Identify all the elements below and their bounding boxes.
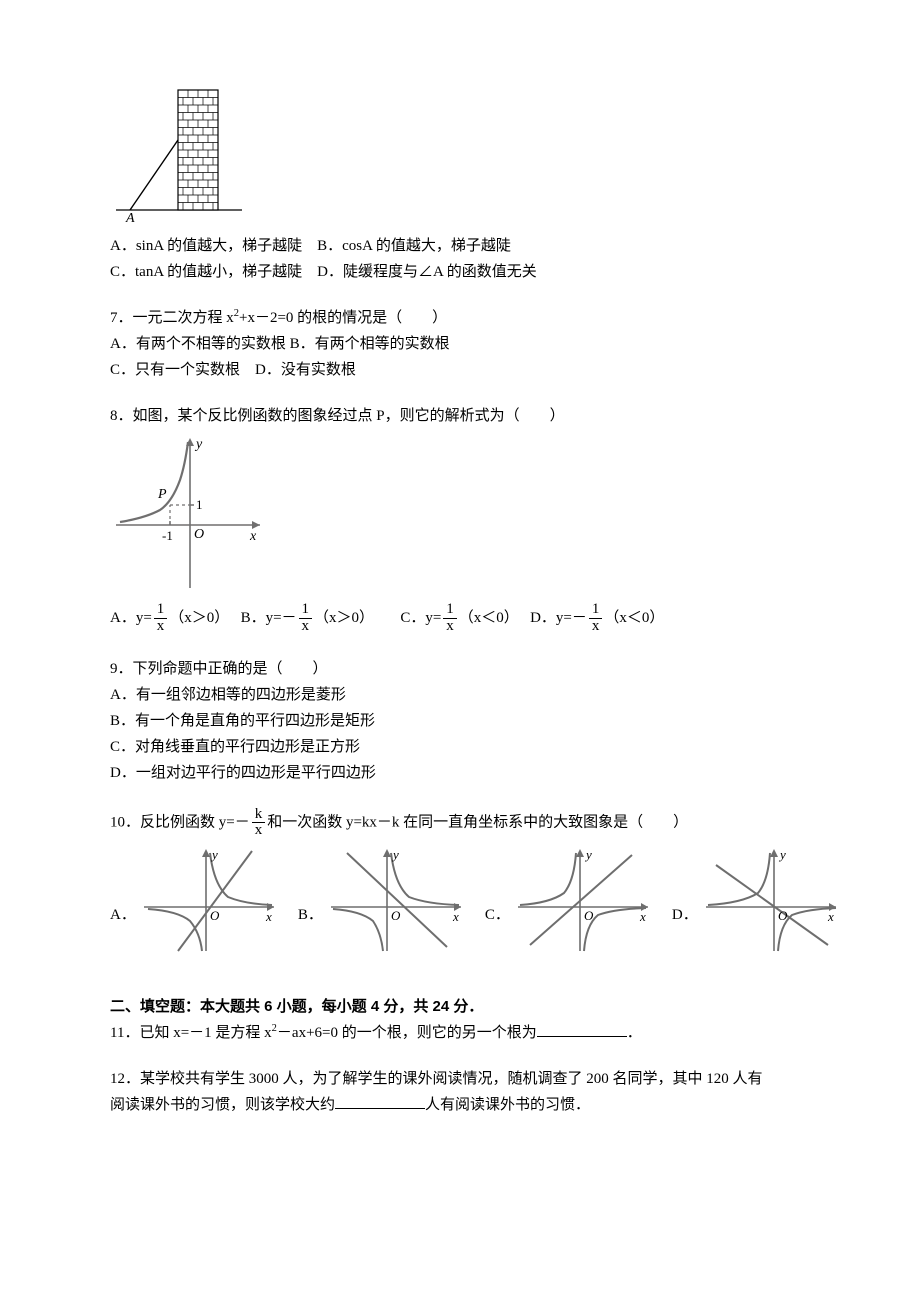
- q11-stem: 11．已知 x=－1 是方程 x2－ax+6=0 的一个根，则它的另一个根为．: [110, 1021, 820, 1045]
- q8-figure: P 1 -1 O x y: [110, 430, 820, 598]
- q7-opt-C: C．只有一个实数根: [110, 362, 240, 378]
- q8-opt-B: B．y=－1x（x＞0）: [241, 610, 367, 626]
- q12-line1: 12．某学校共有学生 3000 人，为了解学生的课外阅读情况，随机调查了 200…: [110, 1067, 820, 1091]
- q10-opt-B-label: B．: [298, 903, 323, 955]
- q6-opt-D: D．陡缓程度与∠A 的函数值无关: [317, 264, 537, 280]
- q9-opt-A: A．有一组邻边相等的四边形是菱形: [110, 683, 820, 707]
- q6-point-A-label: A: [125, 211, 135, 222]
- q10-opt-A-figure: O x y: [140, 845, 280, 955]
- q8-opt-D: D．y=－1x（x＜0）: [530, 610, 664, 626]
- svg-text:x: x: [265, 909, 272, 924]
- svg-text:y: y: [194, 437, 203, 452]
- svg-text:x: x: [639, 909, 646, 924]
- svg-text:1: 1: [196, 497, 203, 512]
- q6-figure: A: [110, 82, 820, 230]
- q9-opt-C: C．对角线垂直的平行四边形是正方形: [110, 735, 820, 759]
- svg-text:y: y: [210, 847, 218, 862]
- q10-opt-C-label: C．: [485, 903, 510, 955]
- svg-text:-1: -1: [162, 528, 173, 543]
- svg-text:x: x: [827, 909, 834, 924]
- q9-stem: 9．下列命题中正确的是（ ）: [110, 657, 820, 681]
- q6-opt-B: B．cosA 的值越大，梯子越陡: [317, 238, 511, 254]
- svg-text:P: P: [157, 487, 167, 502]
- q7-opt-A: A．有两个不相等的实数根: [110, 336, 286, 352]
- svg-text:x: x: [249, 529, 257, 544]
- q9-opt-D: D．一组对边平行的四边形是平行四边形: [110, 761, 820, 785]
- svg-text:O: O: [210, 908, 220, 923]
- q7-stem: 7．一元二次方程 x2+x－2=0 的根的情况是（ ）: [110, 306, 820, 330]
- svg-text:y: y: [391, 847, 399, 862]
- q6-opt-C: C．tanA 的值越小，梯子越陡: [110, 264, 302, 280]
- svg-text:O: O: [194, 527, 204, 542]
- q12-blank: [335, 1093, 425, 1109]
- q10-opt-D-figure: O x y: [702, 845, 842, 955]
- section2-title: 二、填空题：本大题共 6 小题，每小题 4 分，共 24 分．: [110, 995, 820, 1019]
- q10-opt-C-figure: O x y: [514, 845, 654, 955]
- q8-opt-C: C．y=1x（x＜0）: [400, 610, 511, 626]
- q8-options: A．y=1x（x＞0） B．y=－1x（x＞0） C．y=1x（x＜0） D．y…: [110, 602, 820, 635]
- svg-text:y: y: [778, 847, 786, 862]
- svg-text:x: x: [452, 909, 459, 924]
- q6-opt-A: A．sinA 的值越大，梯子越陡: [110, 238, 302, 254]
- svg-text:O: O: [778, 908, 788, 923]
- svg-text:O: O: [584, 908, 594, 923]
- q9-opt-B: B．有一个角是直角的平行四边形是矩形: [110, 709, 820, 733]
- svg-text:y: y: [584, 847, 592, 862]
- q7-opt-B: B．有两个相等的实数根: [290, 336, 450, 352]
- q8-stem: 8．如图，某个反比例函数的图象经过点 P，则它的解析式为（ ）: [110, 404, 820, 428]
- q10-options: A． O x y B． O: [110, 845, 820, 955]
- q10-opt-D-label: D．: [672, 903, 698, 955]
- q10-opt-A-label: A．: [110, 903, 136, 955]
- q8-opt-A: A．y=1x（x＞0）: [110, 610, 222, 626]
- q10-opt-B-figure: O x y: [327, 845, 467, 955]
- q7-opt-D: D．没有实数根: [255, 362, 356, 378]
- q12-line2: 阅读课外书的习惯，则该学校大约人有阅读课外书的习惯．: [110, 1093, 820, 1117]
- q10-stem: 10．反比例函数 y=－kx和一次函数 y=kx－k 在同一直角坐标系中的大致图…: [110, 807, 820, 840]
- svg-text:O: O: [391, 908, 401, 923]
- q11-blank: [537, 1021, 627, 1037]
